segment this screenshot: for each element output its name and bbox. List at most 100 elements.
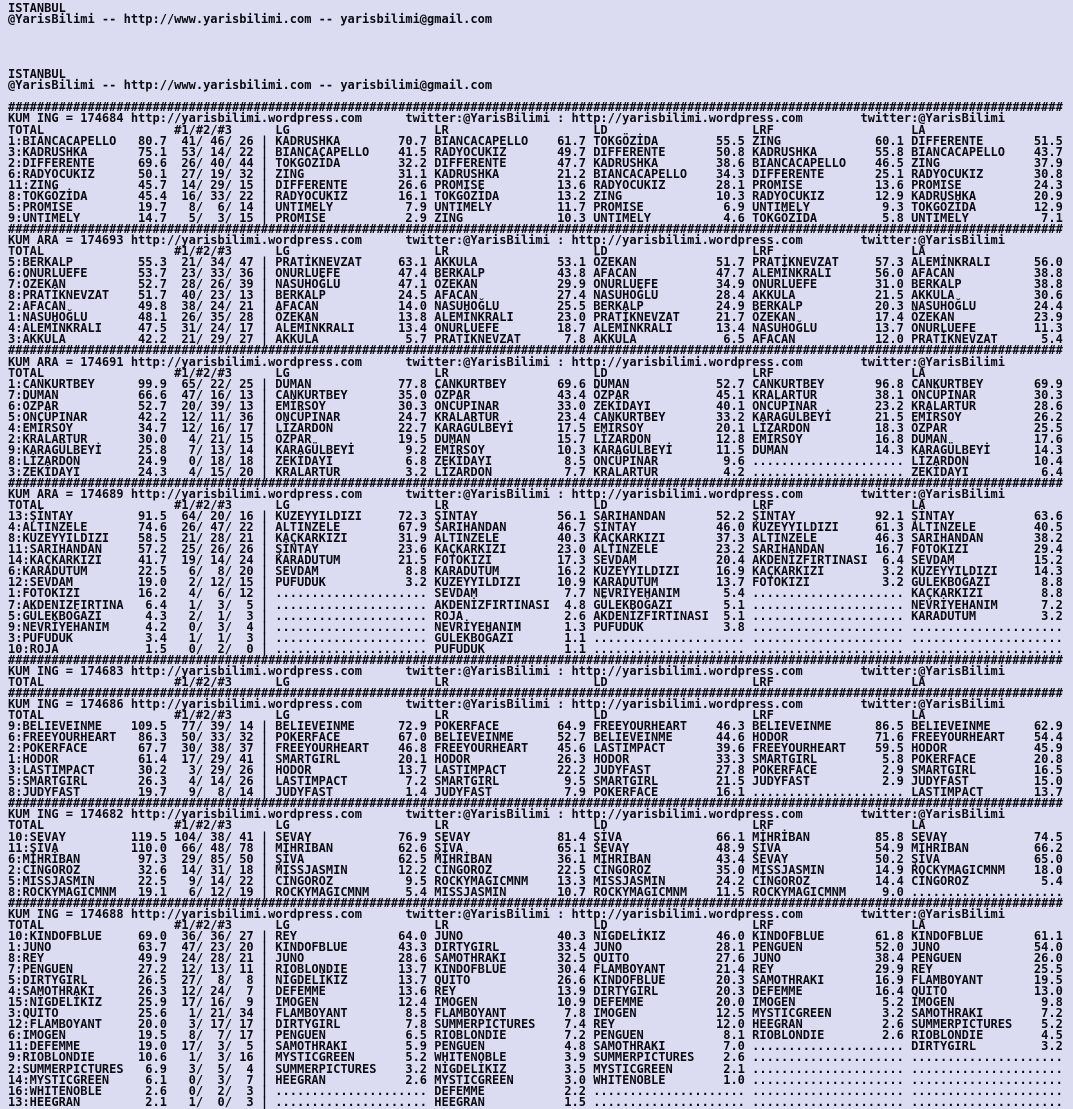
section-separator: ########################################… (8, 895, 1063, 910)
table-row: 9:KARAGÜLBEYİ 25.8 7/ 13/ 14 | KARAGÜLBE… (8, 442, 1071, 457)
table-row: 1:CANKURTBEY 99.9 65/ 22/ 25 | DUMAN 77.… (8, 376, 1071, 391)
table-row: 2:DIFFERENTE 69.6 26/ 40/ 44 | TOKGÖZİDA… (8, 155, 1071, 170)
table-row: 5:PROMISE 19.7 8/ 6/ 14 | UNTIMELY 7.9 U… (8, 199, 1071, 214)
table-row: 8:KUZEYYILDIZI 58.5 21/ 28/ 21 | KAÇKARK… (8, 531, 1071, 546)
masthead-city: ISTANBUL (8, 1, 66, 15)
section-header: KUM ARA = 174689 http://yarisbilimi.word… (8, 487, 1005, 502)
table-row: 1:FOTOKIZI 16.2 4/ 6/ 12 | .............… (8, 586, 1071, 601)
table-row: 6:ÖZPAR 52.7 20/ 39/ 13 | EMİRSOY 30.3 O… (8, 398, 1071, 413)
table-row: 3:PUFUDUK 3.4 1/ 1/ 3 | ................… (8, 630, 1071, 645)
table-row: 5:GÜLEKBOĞAZI 4.3 2/ 1/ 3 | ............… (8, 608, 1071, 623)
table-row: 6:KARADUTUM 22.5 6/ 8/ 20 | SEVDAM 8.8 K… (8, 564, 1071, 579)
table-row: 11:ŞİVA 110.0 66/ 48/ 78 | MİHRİBAN 62.6… (8, 840, 1071, 855)
table-row: 3:QUITO 25.6 1/ 21/ 34 | FLAMBOYANT 8.5 … (8, 1006, 1071, 1021)
table-row: 7:DUMAN 66.6 47/ 16/ 13 | CANKURTBEY 35.… (8, 387, 1071, 402)
table-row: 10:SEVAY 119.5 104/ 38/ 41 | SEVAY 76.9 … (8, 829, 1071, 844)
section-separator: ########################################… (8, 796, 1063, 811)
table-row: 9:BELIEVEINME 109.5 77/ 39/ 14 | BELIEVE… (8, 719, 1071, 734)
table-row: 1:BIANCACAPELLO 80.7 41/ 46/ 26 | KADRUS… (8, 133, 1071, 148)
table-row: 2:KRALARTUR 30.0 4/ 21/ 15 | ÖZPAR 19.5 … (8, 431, 1071, 446)
table-row: 2:POKERFACE 67.7 30/ 38/ 37 | FREEYOURHE… (8, 741, 1071, 756)
column-header: TOTAL #1/#2/#3 LG LR LD LRF LA (8, 818, 926, 833)
table-row: 16:WHITENOBLE 2.6 0/ 2/ 3 | ............… (8, 1083, 1071, 1098)
column-header: TOTAL #1/#2/#3 LG LR LD LRF LA (8, 674, 926, 689)
column-header: TOTAL #1/#2/#3 LG LR LD LRF LA (8, 244, 926, 259)
column-header: TOTAL #1/#2/#3 LG LR LD LRF LA (8, 917, 926, 932)
table-row: 12:FLAMBOYANT 20.0 3/ 17/ 17 | DIRTYGIRL… (8, 1017, 1071, 1032)
table-row: 2:SUMMERPICTURES 6.9 3/ 5/ 4 | SUMMERPIC… (8, 1061, 1071, 1076)
section-separator: ########################################… (8, 652, 1063, 667)
table-row: 8:ROCKYMAGICMNM 19.1 6/ 12/ 19 | ROCKYMA… (8, 884, 1071, 899)
table-row: 3:AKKULA 42.2 21/ 29/ 27 | AKKULA 5.7 PR… (8, 332, 1071, 347)
table-row: 11:SARIHANDAN 57.2 25/ 26/ 26 | ŞİNTAY 2… (8, 542, 1071, 557)
table-row: 7:PENGUEN 27.2 12/ 13/ 11 | RIOBLONDIE 1… (8, 962, 1071, 977)
masthead-contact-2: @YarisBilimi -- http://www.yarisbilimi.c… (8, 78, 493, 93)
table-row: 10:ROJA 1.5 0/ 2/ 0 | ..................… (8, 641, 1071, 656)
masthead-city-2: ISTANBUL (8, 67, 66, 82)
table-row: 5:ONCÜPINAR 42.2 12/ 11/ 36 | ONCÜPINAR … (8, 409, 1071, 424)
table-row: 14:MYSTICGREEN 6.1 0/ 3/ 7 | HEEGRAN 2.6… (8, 1072, 1071, 1087)
section-header: KUM ING = 174684 http://yarisbilimi.word… (8, 111, 1005, 126)
table-row: 11:DEFEMME 19.0 17/ 3/ 5 | SAMOTHRAKI 5.… (8, 1039, 1071, 1054)
table-row: 4:EMİRSOY 34.7 12/ 16/ 17 | LİZARDON 22.… (8, 420, 1071, 435)
table-row: 9:RIOBLONDIE 10.6 1/ 3/ 16 | MYSTICGREEN… (8, 1050, 1071, 1065)
column-header: TOTAL #1/#2/#3 LG LR LD LRF LA (8, 498, 926, 513)
section-header: KUM ARA = 174691 http://yarisbilimi.word… (8, 354, 1005, 369)
table-row: 8:PRATİKNEVZAT 51.7 40/ 23/ 13 | BERKALP… (8, 288, 1071, 303)
section-separator: ########################################… (8, 343, 1063, 358)
table-row: 7:ÖZEKAN 52.7 28/ 26/ 39 | NASUHOĞLU 47.… (8, 277, 1071, 292)
table-row: 3:ZEKİDAYI 24.3 4/ 15/ 20 | KRALARTUR 3.… (8, 464, 1071, 479)
table-row: 3:LASTIMPACT 30.2 3/ 29/ 26 | HODOR 13.7… (8, 763, 1071, 778)
table-row: 1:NASUHOĞLU 48.1 26/ 35/ 28 | ÖZEKAN 13.… (8, 310, 1071, 325)
table-row: 8:JUDYFAST 19.7 9/ 8/ 14 | JUDYFAST 1.4 … (8, 785, 1071, 800)
table-row: 15:NİGDELİKIZ 25.9 17/ 16/ 9 | IMOGEN 12… (8, 995, 1071, 1010)
section-header: KUM ING = 174683 http://yarisbilimi.word… (8, 663, 1005, 678)
section-header: KUM ING = 174688 http://yarisbilimi.word… (8, 906, 1005, 921)
blank-line (8, 58, 1073, 69)
table-row: 13:HEEGRAN 2.1 1/ 0/ 3 | ...............… (8, 1094, 1071, 1109)
table-row: 4:ALTINZELE 74.6 26/ 47/ 22 | ALTINZELE … (8, 520, 1071, 535)
table-row: 10:KINDOFBLUE 69.0 36/ 36/ 27 | REY 64.0… (8, 928, 1071, 943)
table-row: 12:SEVDAM 19.0 2/ 12/ 15 | PUFUDUK 3.2 K… (8, 575, 1071, 590)
table-row: 8:LİZARDON 24.9 0/ 18/ 18 | ZEKİDAYI 6.8… (8, 453, 1071, 468)
blank-line (8, 36, 1073, 47)
table-row: 9:NEVRİYEHANIM 4.2 0/ 3/ 4 | ...........… (8, 619, 1071, 634)
table-row: 3:KADRUSHKA 75.1 53/ 14/ 22 | BIANCACAPE… (8, 144, 1071, 159)
table-row: 8:REY 49.9 24/ 28/ 21 | JUNO 28.6 SAMOTH… (8, 951, 1071, 966)
table-row: 11:ZING 45.7 14/ 29/ 15 | DIFFERENTE 26.… (8, 177, 1071, 192)
table-row: 6:IMOGEN 19.5 8/ 7/ 17 | PENGUEN 6.5 RIO… (8, 1028, 1071, 1043)
table-row: 2:AFACAN 49.8 38/ 24/ 21 | AFACAN 14.0 N… (8, 299, 1071, 314)
section-header: KUM ING = 174686 http://yarisbilimi.word… (8, 696, 1005, 711)
blank-line (8, 25, 1073, 36)
section-separator: ########################################… (8, 476, 1063, 491)
table-row: 7:AKDENIZFIRTINA 6.4 1/ 3/ 5 | .........… (8, 597, 1071, 612)
table-row: 8:TOKGÖZİDA 45.4 16/ 33/ 22 | RADYOCUKIZ… (8, 188, 1071, 203)
section-separator: ########################################… (8, 685, 1063, 700)
table-row: 4:SAMOTHRAKI 26.3 12/ 24/ 7 | DEFEMME 13… (8, 984, 1071, 999)
column-header: TOTAL #1/#2/#3 LG LR LD LRF LA (8, 365, 926, 380)
table-row: 14:KAÇKARKIZI 41.7 19/ 14/ 24 | KARADUTU… (8, 553, 1071, 568)
table-row: 1:HODOR 61.4 17/ 29/ 41 | SMARTGIRL 20.1… (8, 752, 1071, 767)
section-header: KUM ING = 174682 http://yarisbilimi.word… (8, 807, 1005, 822)
table-row: 9:UNTIMELY 14.7 5/ 3/ 15 | PROMISE 2.9 Z… (8, 210, 1071, 225)
section-separator: ########################################… (8, 221, 1063, 236)
blank-line (8, 47, 1073, 58)
section-header: KUM ARA = 174693 http://yarisbilimi.word… (8, 232, 1005, 247)
table-row: 5:DIRTYGIRL 26.5 27/ 8/ 8 | NİGDELİKIZ 1… (8, 973, 1071, 988)
masthead-contact: @YarisBilimi -- http://www.yarisbilimi.c… (8, 12, 493, 27)
table-row: 6:FREEYOURHEART 86.3 50/ 33/ 32 | POKERF… (8, 730, 1071, 745)
table-row: 6:ONURLUEFE 53.7 23/ 33/ 36 | ONURLUEFE … (8, 266, 1071, 281)
table-row: 5:BERKALP 55.3 21/ 34/ 47 | PRATİKNEVZAT… (8, 255, 1071, 270)
column-header: TOTAL #1/#2/#3 LG LR LD LRF LA (8, 708, 926, 722)
table-row: 4:ALEMİNKRALI 47.5 31/ 24/ 17 | ALEMİNKR… (8, 321, 1071, 336)
column-header: TOTAL #1/#2/#3 LG LR LD LRF LA (8, 122, 926, 137)
table-row: 13:ŞİNTAY 91.5 64/ 20/ 16 | KUZEYYILDIZI… (8, 509, 1071, 524)
table-row: 5:MISSJASMIN 22.5 9/ 14/ 22 | CİNGOROZ 9… (8, 873, 1071, 888)
table-row: 6:MİHRİBAN 97.3 29/ 85/ 50 | ŞİVA 62.5 M… (8, 851, 1071, 866)
table-row: 5:SMARTGIRL 26.3 4/ 14/ 26 | LASTIMPACT … (8, 774, 1071, 789)
table-row: 1:JUNO 63.7 47/ 23/ 20 | KINDOFBLUE 43.3… (8, 939, 1071, 954)
masthead: ISTANBUL @YarisBilimi -- http://www.yari… (8, 1, 1073, 102)
table-row: 6:RADYOCUKIZ 50.1 27/ 19/ 32 | ZING 31.1… (8, 166, 1071, 181)
section-separator: ########################################… (8, 100, 1063, 115)
